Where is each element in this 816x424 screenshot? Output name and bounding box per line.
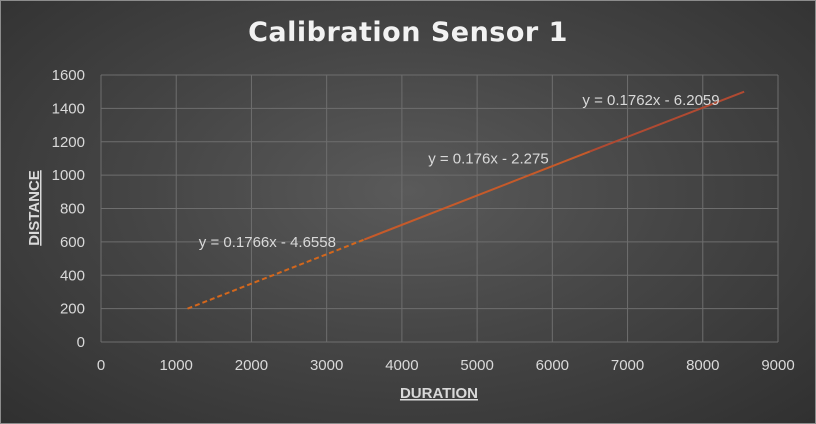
- x-tick-label: 7000: [611, 357, 644, 374]
- tick-labels: 0 200 400 600 800 1000 1200 1400 1600 0 1000 2000 30…: [52, 67, 795, 374]
- trendline-equation-1: y = 0.1766x - 4.6558: [199, 234, 336, 251]
- trendline-equation-2: y = 0.176x - 2.275: [428, 150, 549, 167]
- y-tick-label: 1000: [52, 167, 85, 184]
- y-tick-label: 1400: [52, 100, 85, 117]
- y-tick-label: 1600: [52, 67, 85, 84]
- x-tick-label: 0: [97, 357, 105, 374]
- x-axis-title: DURATION: [400, 385, 478, 402]
- gridlines: [100, 74, 779, 343]
- y-tick-label: 0: [77, 334, 85, 351]
- calibration-line-segment-2: [363, 150, 591, 241]
- y-tick-label: 400: [60, 267, 85, 284]
- y-tick-label: 800: [60, 201, 85, 218]
- y-axis-title: DISTANCE: [26, 170, 43, 246]
- trendline-equations: y = 0.1766x - 4.6558 y = 0.176x - 2.275 y …: [199, 92, 720, 251]
- calibration-line-segment-3: [589, 90, 745, 153]
- y-tick-label: 1200: [52, 134, 85, 151]
- x-tick-label: 4000: [385, 357, 418, 374]
- x-tick-label: 1000: [160, 357, 193, 374]
- trendline-equation-3: y = 0.1762x - 6.2059: [582, 92, 719, 109]
- x-tick-label: 2000: [235, 357, 268, 374]
- x-tick-label: 3000: [310, 357, 343, 374]
- chart-title: Calibration Sensor 1: [248, 17, 568, 48]
- y-tick-label: 200: [60, 301, 85, 318]
- x-tick-label: 9000: [761, 357, 794, 374]
- x-tick-label: 8000: [686, 357, 719, 374]
- x-tick-label: 6000: [536, 357, 569, 374]
- x-tick-label: 5000: [460, 357, 493, 374]
- data-series: [187, 90, 745, 310]
- y-tick-label: 600: [60, 234, 85, 251]
